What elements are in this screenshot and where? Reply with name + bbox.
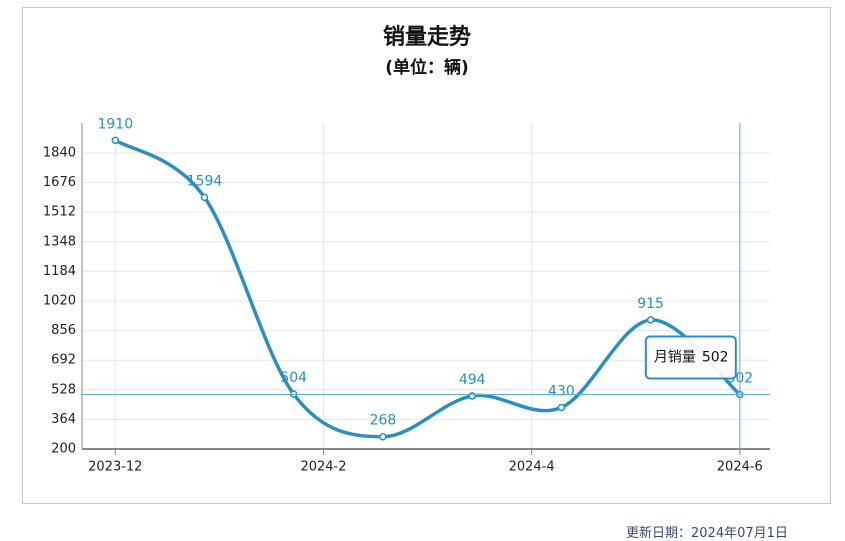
data-label: 494 xyxy=(459,372,486,388)
y-tick-label: 1020 xyxy=(43,293,76,308)
point xyxy=(200,193,209,202)
x-tick-label: 2023-12 xyxy=(88,460,142,475)
x-tick-label: 2024-2 xyxy=(300,460,346,475)
tooltip: 月销量 502 xyxy=(644,335,737,380)
y-tick-label: 692 xyxy=(51,353,76,368)
update-date: 更新日期：2024年07月1日 xyxy=(626,526,788,541)
point xyxy=(468,392,476,400)
data-label: 1594 xyxy=(187,173,223,189)
y-tick-label: 1184 xyxy=(43,264,76,279)
x-tick-label: 2024-4 xyxy=(509,460,555,475)
y-tick-label: 364 xyxy=(51,412,76,427)
tooltip-box xyxy=(644,335,737,380)
y-tick-label: 1840 xyxy=(43,145,76,160)
data-label: 915 xyxy=(637,296,664,312)
x-tick-label: 2024-6 xyxy=(717,460,763,475)
y-tick-label: 1676 xyxy=(43,175,76,190)
y-tick-label: 1348 xyxy=(43,234,76,249)
data-label: 430 xyxy=(548,383,575,399)
tooltip-value: 502 xyxy=(702,349,729,365)
data-label: 504 xyxy=(280,370,307,386)
chart-title: 销量走势 xyxy=(383,24,471,50)
data-label: 1910 xyxy=(97,116,133,132)
chart-subtitle: (单位：辆) xyxy=(385,57,469,78)
tooltip-label: 月销量 xyxy=(654,349,696,365)
chart-frame xyxy=(22,7,831,504)
data-label: 268 xyxy=(370,413,397,429)
y-tick-label: 1512 xyxy=(43,205,76,220)
point xyxy=(379,432,387,441)
y-tick-label: 200 xyxy=(51,442,76,457)
point xyxy=(557,403,566,412)
y-tick-label: 856 xyxy=(51,323,76,338)
line xyxy=(114,138,741,439)
point xyxy=(111,136,120,145)
y-tick-label: 528 xyxy=(51,382,76,397)
point xyxy=(646,316,655,324)
